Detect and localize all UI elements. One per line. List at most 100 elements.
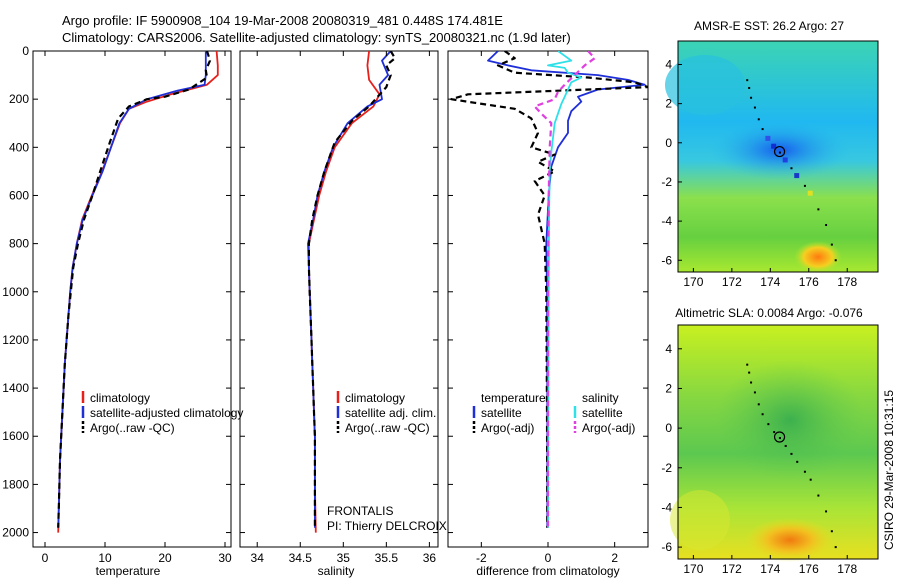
map-x-tick-label: 170 xyxy=(683,275,703,289)
y-tick-label: 1600 xyxy=(2,429,29,443)
sst-cool-patch xyxy=(710,120,850,180)
map-y-tick-label: -6 xyxy=(661,253,672,267)
track-point xyxy=(830,530,833,533)
map-x-tick-label: 170 xyxy=(683,562,703,576)
argo-float-marker xyxy=(773,431,786,443)
track-point xyxy=(803,470,806,473)
map-y-tick-label: -2 xyxy=(661,461,672,475)
map-y-tick-label: 0 xyxy=(665,136,672,150)
track-point xyxy=(748,86,751,89)
track-point xyxy=(834,259,837,262)
temperature-axes xyxy=(32,50,232,548)
track-point xyxy=(748,371,751,374)
x-tick-label: 30 xyxy=(218,551,232,565)
x-tick-label: 36 xyxy=(423,551,437,565)
series-line-temperature-satellite xyxy=(487,51,646,528)
map-y-tick-label: -4 xyxy=(661,214,672,228)
series-line-argo-raw-qc- xyxy=(57,51,212,528)
legend-label-argo: Argo(..raw -QC) xyxy=(90,421,175,435)
track-point xyxy=(817,208,820,211)
map-x-tick-label: 172 xyxy=(722,562,742,576)
map-y-tick-label: 4 xyxy=(665,342,672,356)
track-point xyxy=(753,106,756,109)
sst-map-frame xyxy=(677,40,879,273)
track-point xyxy=(761,413,764,416)
legend-label-climatology: climatology xyxy=(345,391,405,405)
y-tick-label: 1000 xyxy=(2,285,29,299)
map-y-tick-label: 2 xyxy=(665,381,672,395)
track-point xyxy=(796,460,799,463)
project-label: FRONTALIS xyxy=(327,504,393,518)
sst-map: AMSR-E SST: 26.2 Argo: 27 170 172 174 176 17… xyxy=(661,19,879,289)
sla-map: Altimetric SLA: 0.0084 Argo: -0.076 170 1… xyxy=(661,306,879,576)
map-y-tick-label: -6 xyxy=(661,540,672,554)
credit-label: CSIRO 29-Mar-2008 10:31:15 xyxy=(882,390,896,550)
sst-patch xyxy=(665,55,745,115)
map-y-tick-label: -4 xyxy=(661,500,672,514)
y-tick-label: 800 xyxy=(9,237,29,251)
map-x-tick-label: 174 xyxy=(760,275,780,289)
y-tick-label: 1800 xyxy=(2,477,29,491)
sla-map-title: Altimetric SLA: 0.0084 Argo: -0.076 xyxy=(675,306,863,320)
legend-label-satellite: satellite-adjusted climatology xyxy=(90,406,243,420)
map-x-tick-label: 174 xyxy=(760,562,780,576)
x-tick-label: 34 xyxy=(251,551,265,565)
track-point xyxy=(778,151,781,154)
x-tick-label: 10 xyxy=(98,551,112,565)
map-y-tick-label: 0 xyxy=(665,421,672,435)
sla-map-frame xyxy=(677,324,879,560)
y-tick-label: 200 xyxy=(9,92,29,106)
x-tick-label: -2 xyxy=(476,551,487,565)
y-tick-label: 600 xyxy=(9,188,29,202)
y-tick-label: 0 xyxy=(22,44,29,58)
track-point xyxy=(750,381,753,384)
pi-label: PI: Thierry DELCROIX xyxy=(327,519,447,533)
legend-label-temp-argo: Argo(-adj) xyxy=(481,421,534,435)
salinity-panel: 34 34.5 35 35.5 36 salinity FRONTALIS PI: Th… xyxy=(239,50,447,578)
figure-title-line2: Climatology: CARS2006. Satellite-adjuste… xyxy=(62,30,571,45)
sst-map-title: AMSR-E SST: 26.2 Argo: 27 xyxy=(694,19,844,33)
sst-obs-cell xyxy=(765,135,771,141)
track-point xyxy=(750,96,753,99)
sla-high-patch xyxy=(745,518,835,562)
argo-float-marker xyxy=(773,145,786,158)
x-tick-label: 0 xyxy=(545,551,552,565)
track-point xyxy=(790,167,793,170)
map-x-tick-label: 178 xyxy=(837,562,857,576)
series-line-temperature-argo-adj- xyxy=(450,51,648,528)
temperature-xlabel: temperature xyxy=(96,564,161,578)
track-point xyxy=(784,444,787,447)
sst-obs-cell xyxy=(771,143,777,149)
x-tick-label: 35 xyxy=(337,551,351,565)
salinity-legend: climatology satellite adj. clim. Argo(..… xyxy=(336,391,436,435)
track-point xyxy=(767,423,770,426)
map-y-tick-label: 4 xyxy=(665,57,672,71)
track-point xyxy=(773,431,776,434)
x-tick-label: 2 xyxy=(611,551,618,565)
sst-obs-cell xyxy=(782,157,788,163)
y-tick-label: 400 xyxy=(9,140,29,154)
legend-title-salinity: salinity xyxy=(582,391,619,405)
legend-label-climatology: climatology xyxy=(90,391,150,405)
map-x-tick-label: 176 xyxy=(799,275,819,289)
map-x-tick-label: 172 xyxy=(722,275,742,289)
track-point xyxy=(803,184,806,187)
track-point xyxy=(753,391,756,394)
map-x-tick-label: 178 xyxy=(837,275,857,289)
difference-xlabel: difference from climatology xyxy=(476,564,619,578)
legend-label-sal-satellite: satellite xyxy=(582,406,623,420)
track-point xyxy=(809,478,812,481)
track-point xyxy=(757,403,760,406)
track-point xyxy=(817,494,820,497)
legend-label-sal-argo: Argo(-adj) xyxy=(582,421,635,435)
legend-label-argo: Argo(..raw -QC) xyxy=(345,421,430,435)
y-tick-label: 1400 xyxy=(2,381,29,395)
sst-obs-cell xyxy=(807,190,813,196)
salinity-xlabel: salinity xyxy=(318,564,355,578)
track-point xyxy=(778,437,781,440)
legend-label-temp-satellite: satellite xyxy=(481,406,522,420)
track-point xyxy=(825,510,828,513)
map-x-tick-label: 176 xyxy=(799,562,819,576)
temperature-panel: 0 10 20 30 0 200 400 600 800 1000 1200 1400 1600 1800… xyxy=(2,44,232,578)
sst-obs-cell xyxy=(794,173,800,179)
